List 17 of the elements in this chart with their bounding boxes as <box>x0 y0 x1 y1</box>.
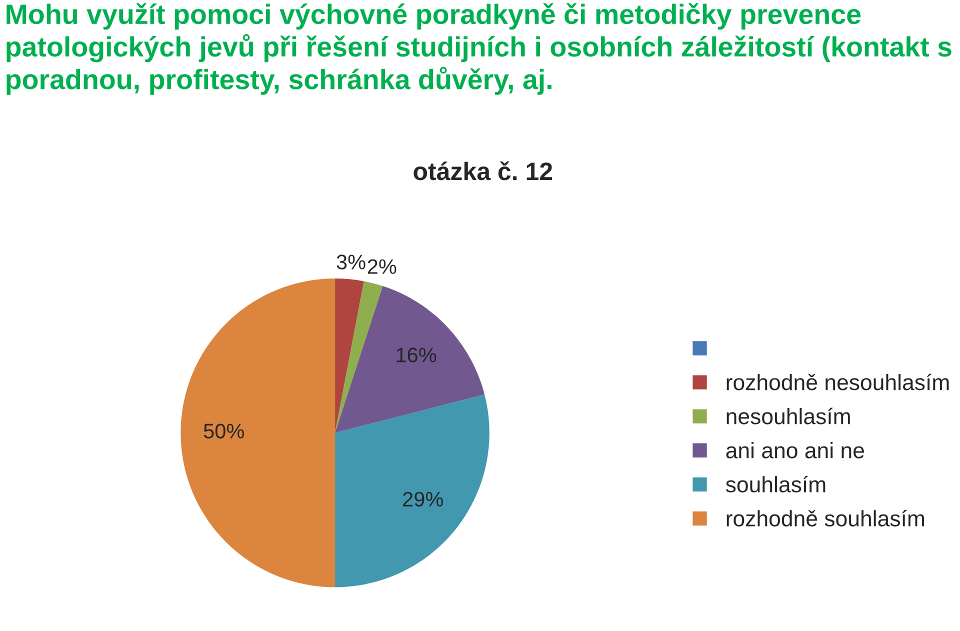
data-label: 3% <box>336 254 366 270</box>
pie-slice <box>335 278 364 433</box>
data-label: 2% <box>368 259 396 274</box>
pie-slice <box>335 286 485 433</box>
data-label: 16% <box>396 348 436 362</box>
data-label: 50% <box>204 424 244 438</box>
data-label: 29% <box>403 492 443 507</box>
pie-slice <box>335 394 490 588</box>
pie-slice <box>335 281 383 433</box>
chart-title: Mohu využít pomoci výchovné poradkyně či metodičky prevence patologických jevů při řešení studijních i osobních záležitostí (kontakt s poradnou, profitesty, schránka důvěry, aj. <box>6 3 952 95</box>
legend-label: rozhodně nesouhlasím <box>726 374 949 390</box>
legend-label: rozhodně souhlasím <box>726 510 924 526</box>
pie-slice <box>180 278 336 588</box>
legend-label: souhlasím <box>726 476 826 492</box>
chart-subtitle: otázka č. 12 <box>414 161 552 180</box>
legend-label: ani ano ani ne <box>726 442 864 458</box>
legend-label: nesouhlasím <box>726 408 850 424</box>
